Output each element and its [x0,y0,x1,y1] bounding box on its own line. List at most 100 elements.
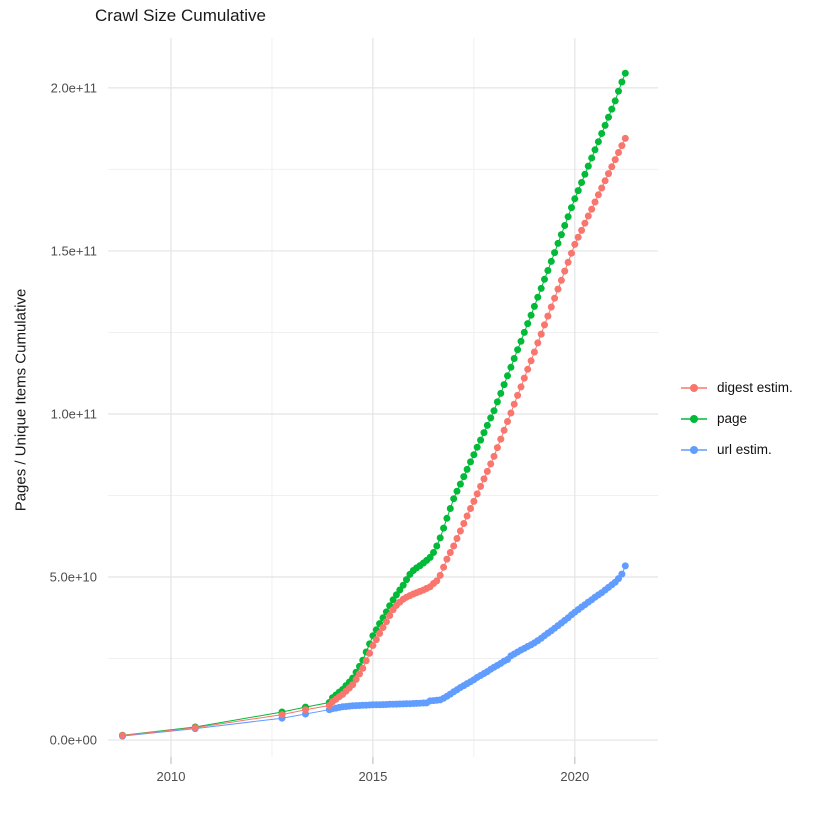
series-digest-estim-point [487,460,495,468]
series-page-point [591,146,599,154]
series-digest-estim-point [379,624,387,631]
series-digest-estim-point [584,212,592,220]
series-digest-estim-point [568,249,575,257]
series-digest-estim-point [520,374,528,382]
series-page-point [527,311,535,319]
series-digest-estim-point [564,258,572,266]
gridlines-major [108,38,658,757]
series-digest-estim-point [611,156,619,164]
series-digest-estim-point [443,555,451,563]
legend-key-page-icon [681,414,707,423]
series-digest-estim-point [372,636,380,644]
series-page-point [507,363,515,371]
series-page-point [547,257,555,265]
series-page-point [483,421,491,429]
series-page-point [493,398,501,406]
series-digest-estim-point [356,670,363,678]
series-page-point [611,97,619,105]
series-page-point [598,130,606,137]
series-page-point [443,514,451,522]
series-page-point [541,275,548,283]
series-digest-estim-point [362,657,370,665]
series-digest-estim-point [470,497,478,505]
series-page-point [399,581,407,589]
series-page-point [450,495,458,503]
series-digest-estim-point [591,198,599,206]
series-digest-estim-point [530,348,538,356]
series-digest-estim-point [473,490,481,498]
series-page-point [618,78,626,86]
series-page-point [487,414,495,422]
series-url-estim-line [122,565,626,737]
series-digest-estim-point [191,724,199,732]
series-digest-estim-point [302,706,309,714]
series-digest-estim-point [500,426,508,434]
series-digest-estim-point [608,163,616,171]
series-digest-estim-point [578,226,586,234]
legend-label: digest estim. [717,380,793,395]
series-digest-estim-point [490,452,498,460]
series-page-point [514,346,522,354]
series-page-point [574,187,582,195]
series-page-point [621,69,629,77]
series-digest-estim-point [477,482,485,490]
series-page-point [561,222,569,229]
series-digest-estim-point [359,664,367,672]
series-digest-estim-point [376,629,384,637]
legend-key-dot [690,445,698,454]
y-axis-labels: 0.0e+00 5.0e+10 1.0e+11 1.5e+11 2.0e+11 [50,80,97,747]
plot-title: Crawl Size Cumulative [95,6,266,25]
series-digest-estim-point [440,563,448,571]
legend: digest estim. page url estim. [680,377,793,460]
series-page-point [537,284,545,292]
series-page-point [436,534,444,542]
series-page-point [490,407,498,415]
x-axis-ticks [170,757,576,764]
y-tick-label: 1.5e+11 [51,243,97,258]
series-page-point [517,337,525,345]
series-page-point [520,328,528,336]
series-page-point [530,302,538,310]
series-digest-estim-point [601,177,609,185]
series-digest-estim-point [446,549,454,556]
series-page-point [594,138,602,146]
legend-item-digest-estim: digest estim. [680,377,793,398]
series-digest-estim-point [456,527,464,535]
series-page-point [456,480,464,488]
series-page-point [446,505,454,512]
y-tick-label: 2.0e+11 [51,80,97,95]
series-digest-estim-point [504,418,511,425]
series-digest-estim-point [615,149,622,156]
series-digest-estim-point [352,675,360,683]
series-digest-estim-point [366,649,374,657]
series-page-point [426,553,434,561]
series-page-point [389,596,397,604]
series-digest-estim-point [382,618,390,626]
y-tick-label: 5.0e+10 [50,570,97,585]
series-digest-estim-point [436,571,444,579]
x-axis-labels: 2010 2015 2020 [157,769,590,784]
series-url-estim-point [621,562,629,570]
y-tick-label: 0.0e+00 [50,733,97,748]
series-page-point [440,524,448,532]
legend-key-digest-estim-icon [681,383,707,392]
series-page-point [557,231,565,239]
series-page-point [467,458,474,466]
series-digest-estim-point [571,240,579,248]
series-page-point [477,436,485,444]
series-page-point [578,179,586,186]
series-digest-estim-point [507,409,515,417]
series-digest-estim-point [510,400,518,408]
series-page-point [504,372,511,380]
series-page-point [601,121,609,129]
series-digest-estim-point [541,321,548,329]
series-digest-estim-point [517,383,525,391]
series-page-point [581,170,589,178]
series-page-point [554,239,562,247]
series-page-point [568,204,575,212]
series-page-point [605,113,612,121]
gridlines-minor [108,38,658,757]
series-digest-estim-point [594,191,602,199]
x-tick-label: 2015 [358,769,387,784]
series-digest-estim-point [386,612,394,619]
